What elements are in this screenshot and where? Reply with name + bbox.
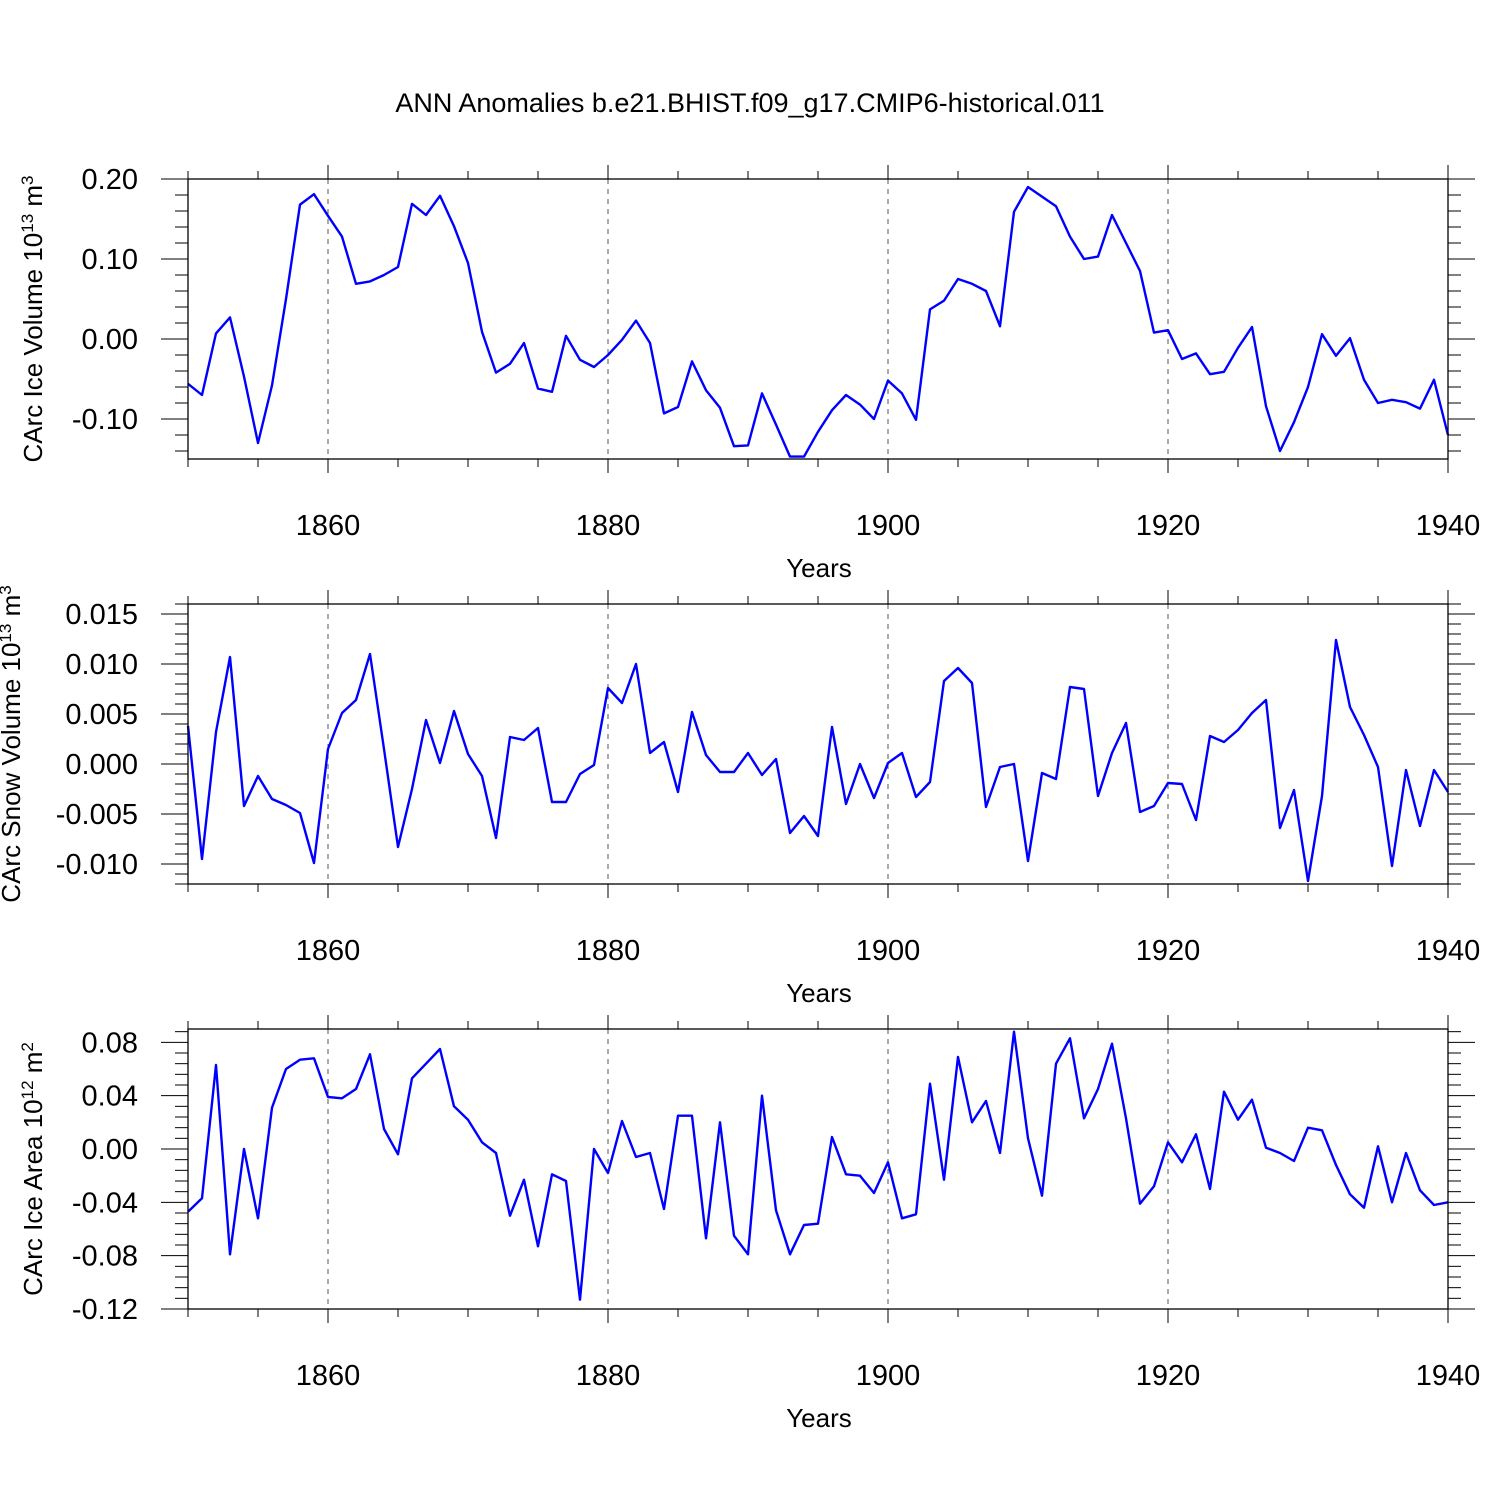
- y-tick-label: -0.12: [72, 1294, 138, 1326]
- panel-1: -0.10 0.00 0.10 0.20 1860 1880 1900 1920 1940 Yea…: [18, 164, 1481, 583]
- chart-title: ANN Anomalies b.e21.BHIST.f09_g17.CMIP6-…: [395, 88, 1105, 118]
- x-tick-label: 1920: [1136, 510, 1201, 542]
- x-tick-label: 1860: [296, 1360, 361, 1392]
- data-series-line: [186, 638, 1450, 883]
- x-axis-label: Years: [786, 978, 852, 1008]
- y-tick-label: -0.08: [72, 1241, 138, 1273]
- x-tick-label: 1940: [1416, 1360, 1481, 1392]
- y-tick-label: -0.04: [72, 1187, 138, 1219]
- x-tick-label: 1920: [1136, 1360, 1201, 1392]
- y-axis-label-text: CArc Ice Volume 10: [18, 233, 48, 463]
- x-tick-label: 1900: [856, 510, 921, 542]
- y-tick-label: 0.08: [82, 1027, 138, 1059]
- y-axis-label: CArc Ice Volume 1013 m3: [18, 175, 49, 462]
- x-tick-label: 1940: [1416, 510, 1481, 542]
- x-tick-label: 1880: [576, 935, 641, 967]
- y-tick-label: 0.005: [65, 699, 138, 731]
- y-axis-label-unit: m: [0, 595, 26, 624]
- panel-2: -0.010 -0.005 0.000 0.005 0.010 0.015 1860 1880…: [0, 585, 1480, 1008]
- plot-frame: [187, 178, 1449, 460]
- y-tick-label: 0.010: [65, 649, 138, 681]
- y-axis-label-unit: m: [18, 1052, 48, 1081]
- x-tick-label: 1880: [576, 1360, 641, 1392]
- y-axis-label-unit-exponent: 3: [18, 175, 37, 184]
- x-tick-label: 1900: [856, 1360, 921, 1392]
- y-axis-label: CArc Ice Area 1012 m2: [18, 1042, 49, 1296]
- data-series-line: [187, 1030, 1449, 1301]
- y-axis-label-exponent: 12: [18, 1080, 37, 1099]
- y-axis-label: CArc Snow Volume 1013 m3: [0, 585, 26, 902]
- x-tick-label: 1940: [1416, 935, 1481, 967]
- y-axis-label-text: CArc Snow Volume 10: [0, 643, 26, 903]
- y-tick-label: 0.015: [65, 599, 138, 631]
- x-axis-label: Years: [786, 1403, 852, 1433]
- x-tick-label: 1860: [296, 510, 361, 542]
- y-tick-label: -0.10: [72, 404, 138, 436]
- y-tick-label: 0.20: [82, 164, 138, 196]
- data-series-line: [187, 185, 1450, 458]
- y-tick-label: 0.00: [82, 324, 138, 356]
- x-tick-label: 1920: [1136, 935, 1201, 967]
- y-tick-label: -0.005: [56, 799, 138, 831]
- y-tick-label: -0.010: [56, 849, 138, 881]
- y-axis-label-unit-exponent: 2: [18, 1042, 37, 1051]
- x-axis-label: Years: [786, 553, 852, 583]
- y-tick-label: 0.10: [82, 244, 138, 276]
- plot-frame: [187, 1028, 1449, 1310]
- x-tick-label: 1900: [856, 935, 921, 967]
- y-axis-label-text: CArc Ice Area 10: [18, 1099, 48, 1296]
- x-tick-label: 1880: [576, 510, 641, 542]
- y-tick-label: 0.04: [82, 1081, 138, 1113]
- y-axis-label-unit: m: [18, 185, 48, 214]
- y-tick-label: 0.000: [65, 749, 138, 781]
- y-axis-label-exponent: 13: [0, 624, 15, 643]
- panel-3: -0.12 -0.08 -0.04 0.00 0.04 0.08 1860 1880 1900 1…: [18, 1015, 1481, 1433]
- y-tick-label: 0.00: [82, 1134, 138, 1166]
- x-tick-label: 1860: [296, 935, 361, 967]
- plot-frame: [187, 603, 1449, 885]
- y-axis-label-exponent: 13: [18, 214, 37, 233]
- y-axis-label-unit-exponent: 3: [0, 585, 15, 594]
